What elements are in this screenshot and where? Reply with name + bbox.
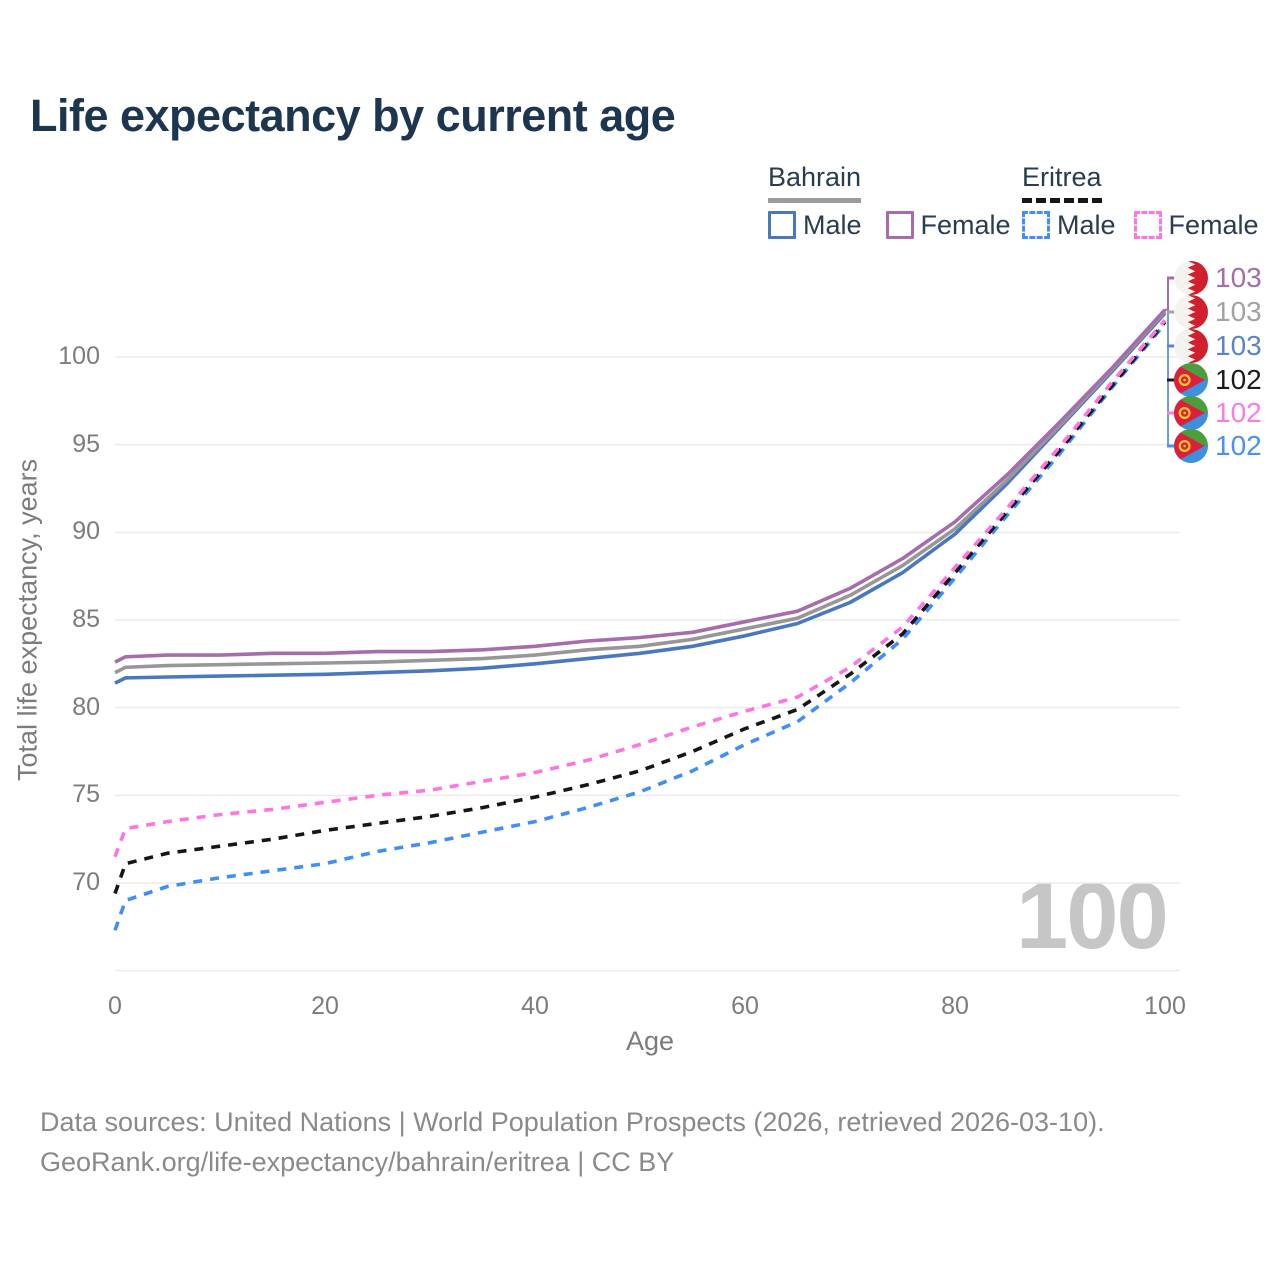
series-bahrain-both xyxy=(114,310,1167,675)
legend-swatch-eritrea-male xyxy=(1022,211,1050,239)
end-label-value: 103 xyxy=(1215,296,1262,327)
y-tick-label: 100 xyxy=(58,342,100,370)
series-bahrain-female xyxy=(114,308,1167,664)
legend-group-eritrea: Eritrea Male Female xyxy=(1022,162,1259,239)
eritrea-flag-icon xyxy=(1174,429,1208,463)
bahrain-flag-icon xyxy=(1174,329,1208,363)
end-label-value: 102 xyxy=(1215,430,1262,461)
eritrea-flag-icon xyxy=(1174,396,1208,430)
bahrain-flag-icon xyxy=(1174,295,1208,329)
legend-group-bahrain: Bahrain Male Female xyxy=(768,162,1011,239)
legend-country-bahrain: Bahrain xyxy=(768,162,862,203)
end-label-row: 102 xyxy=(1174,396,1262,430)
legend-label-eritrea-male: Male xyxy=(1057,210,1116,240)
legend-swatch-bahrain-female xyxy=(885,211,914,239)
x-tick-label: 100 xyxy=(1144,992,1186,1020)
age-watermark: 100 xyxy=(1016,863,1169,968)
y-tick-label: 70 xyxy=(72,867,100,896)
series-eritrea-female xyxy=(113,319,1167,858)
end-label-value: 102 xyxy=(1215,397,1262,428)
leader-line-purple xyxy=(1165,278,1169,311)
end-label-value: 103 xyxy=(1215,330,1262,361)
end-label-row: 103 xyxy=(1174,295,1262,329)
end-label-value: 102 xyxy=(1215,364,1262,395)
series-bahrain-male xyxy=(114,311,1167,685)
y-tick-label: 80 xyxy=(72,692,100,721)
legend-label-bahrain-male: Male xyxy=(803,210,862,240)
x-tick-label: 0 xyxy=(108,992,122,1020)
end-label-row: 103 xyxy=(1174,261,1262,295)
x-tick-label: 40 xyxy=(521,992,549,1020)
page-title: Life expectancy by current age xyxy=(30,90,676,141)
footer-attribution: GeoRank.org/life-expectancy/bahrain/erit… xyxy=(40,1147,675,1177)
x-axis-title: Age xyxy=(625,1026,675,1056)
end-label-row: 103 xyxy=(1174,329,1262,363)
y-tick-label: 90 xyxy=(72,517,100,546)
end-label-value: 103 xyxy=(1215,262,1262,293)
x-tick-label: 80 xyxy=(941,992,969,1020)
x-tick-label: 60 xyxy=(731,992,759,1020)
legend-swatch-eritrea-female xyxy=(1133,211,1162,239)
x-tick-label: 20 xyxy=(311,992,339,1020)
series-eritrea-male xyxy=(113,322,1167,931)
series-eritrea-both xyxy=(113,320,1167,895)
footer-sources: Data sources: United Nations | World Pop… xyxy=(40,1107,1105,1137)
legend-country-eritrea: Eritrea xyxy=(1022,162,1102,203)
end-label-row: 102 xyxy=(1174,429,1262,463)
bahrain-flag-icon xyxy=(1174,261,1208,295)
y-tick-label: 75 xyxy=(72,780,100,809)
legend-label-eritrea-female: Female xyxy=(1168,210,1259,240)
legend-label-bahrain-female: Female xyxy=(920,210,1011,240)
end-label-row: 102 xyxy=(1174,363,1262,397)
legend-swatch-bahrain-male xyxy=(768,211,796,239)
y-tick-label: 95 xyxy=(72,429,100,458)
eritrea-flag-icon xyxy=(1174,363,1208,397)
y-tick-label: 85 xyxy=(72,604,100,633)
